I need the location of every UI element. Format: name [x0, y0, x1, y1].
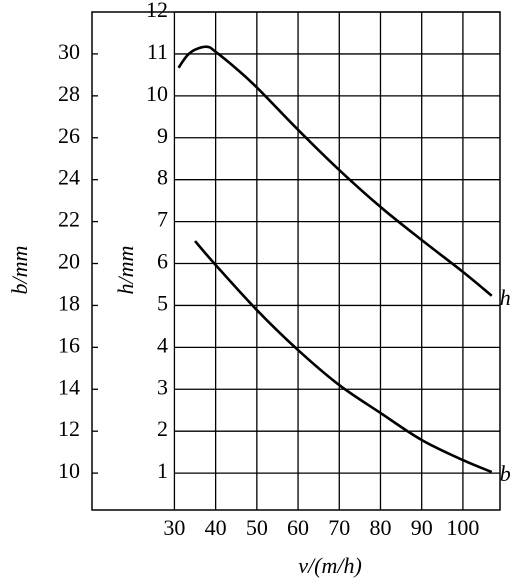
y-tick-label: 5: [157, 290, 168, 315]
x-axis-label: v/(m/h): [298, 553, 362, 578]
series-line: [177, 45, 493, 297]
x-tick-label: 60: [287, 515, 309, 540]
y2-tick-label: 12: [58, 416, 80, 441]
y2-axis-label: b/mm: [7, 246, 32, 295]
y2-tick-label: 16: [58, 332, 80, 357]
series-label: b: [500, 461, 511, 486]
x-tick-label: 70: [328, 515, 350, 540]
y-tick-label: 11: [147, 39, 168, 64]
y2-tick-label: 18: [58, 290, 80, 315]
y-tick-label: 9: [157, 123, 168, 148]
y2-tick-label: 20: [58, 249, 80, 274]
series-label: h: [500, 285, 511, 310]
y-axis-label: h/mm: [113, 246, 138, 295]
x-tick-label: 30: [163, 515, 185, 540]
y-tick-label: 8: [157, 165, 168, 190]
y-tick-label: 4: [157, 332, 168, 357]
y2-tick-label: 24: [58, 165, 80, 190]
y-tick-label: 7: [157, 207, 168, 232]
x-tick-label: 90: [411, 515, 433, 540]
x-tick-label: 100: [446, 515, 479, 540]
y2-tick-label: 26: [58, 123, 80, 148]
y-tick-label: 3: [157, 374, 168, 399]
y2-tick-label: 30: [58, 39, 80, 64]
y2-tick-label: 10: [58, 458, 80, 483]
x-tick-label: 80: [369, 515, 391, 540]
y2-tick-label: 28: [58, 81, 80, 106]
y-tick-label: 1: [157, 458, 168, 483]
x-tick-label: 50: [246, 515, 268, 540]
y2-tick-label: 14: [58, 374, 80, 399]
series-line: [194, 240, 493, 474]
y-tick-label: 12: [146, 0, 168, 22]
x-tick-label: 40: [205, 515, 227, 540]
y-tick-label: 10: [146, 81, 168, 106]
y-tick-label: 6: [157, 249, 168, 274]
y2-tick-label: 22: [58, 207, 80, 232]
y-tick-label: 2: [157, 416, 168, 441]
